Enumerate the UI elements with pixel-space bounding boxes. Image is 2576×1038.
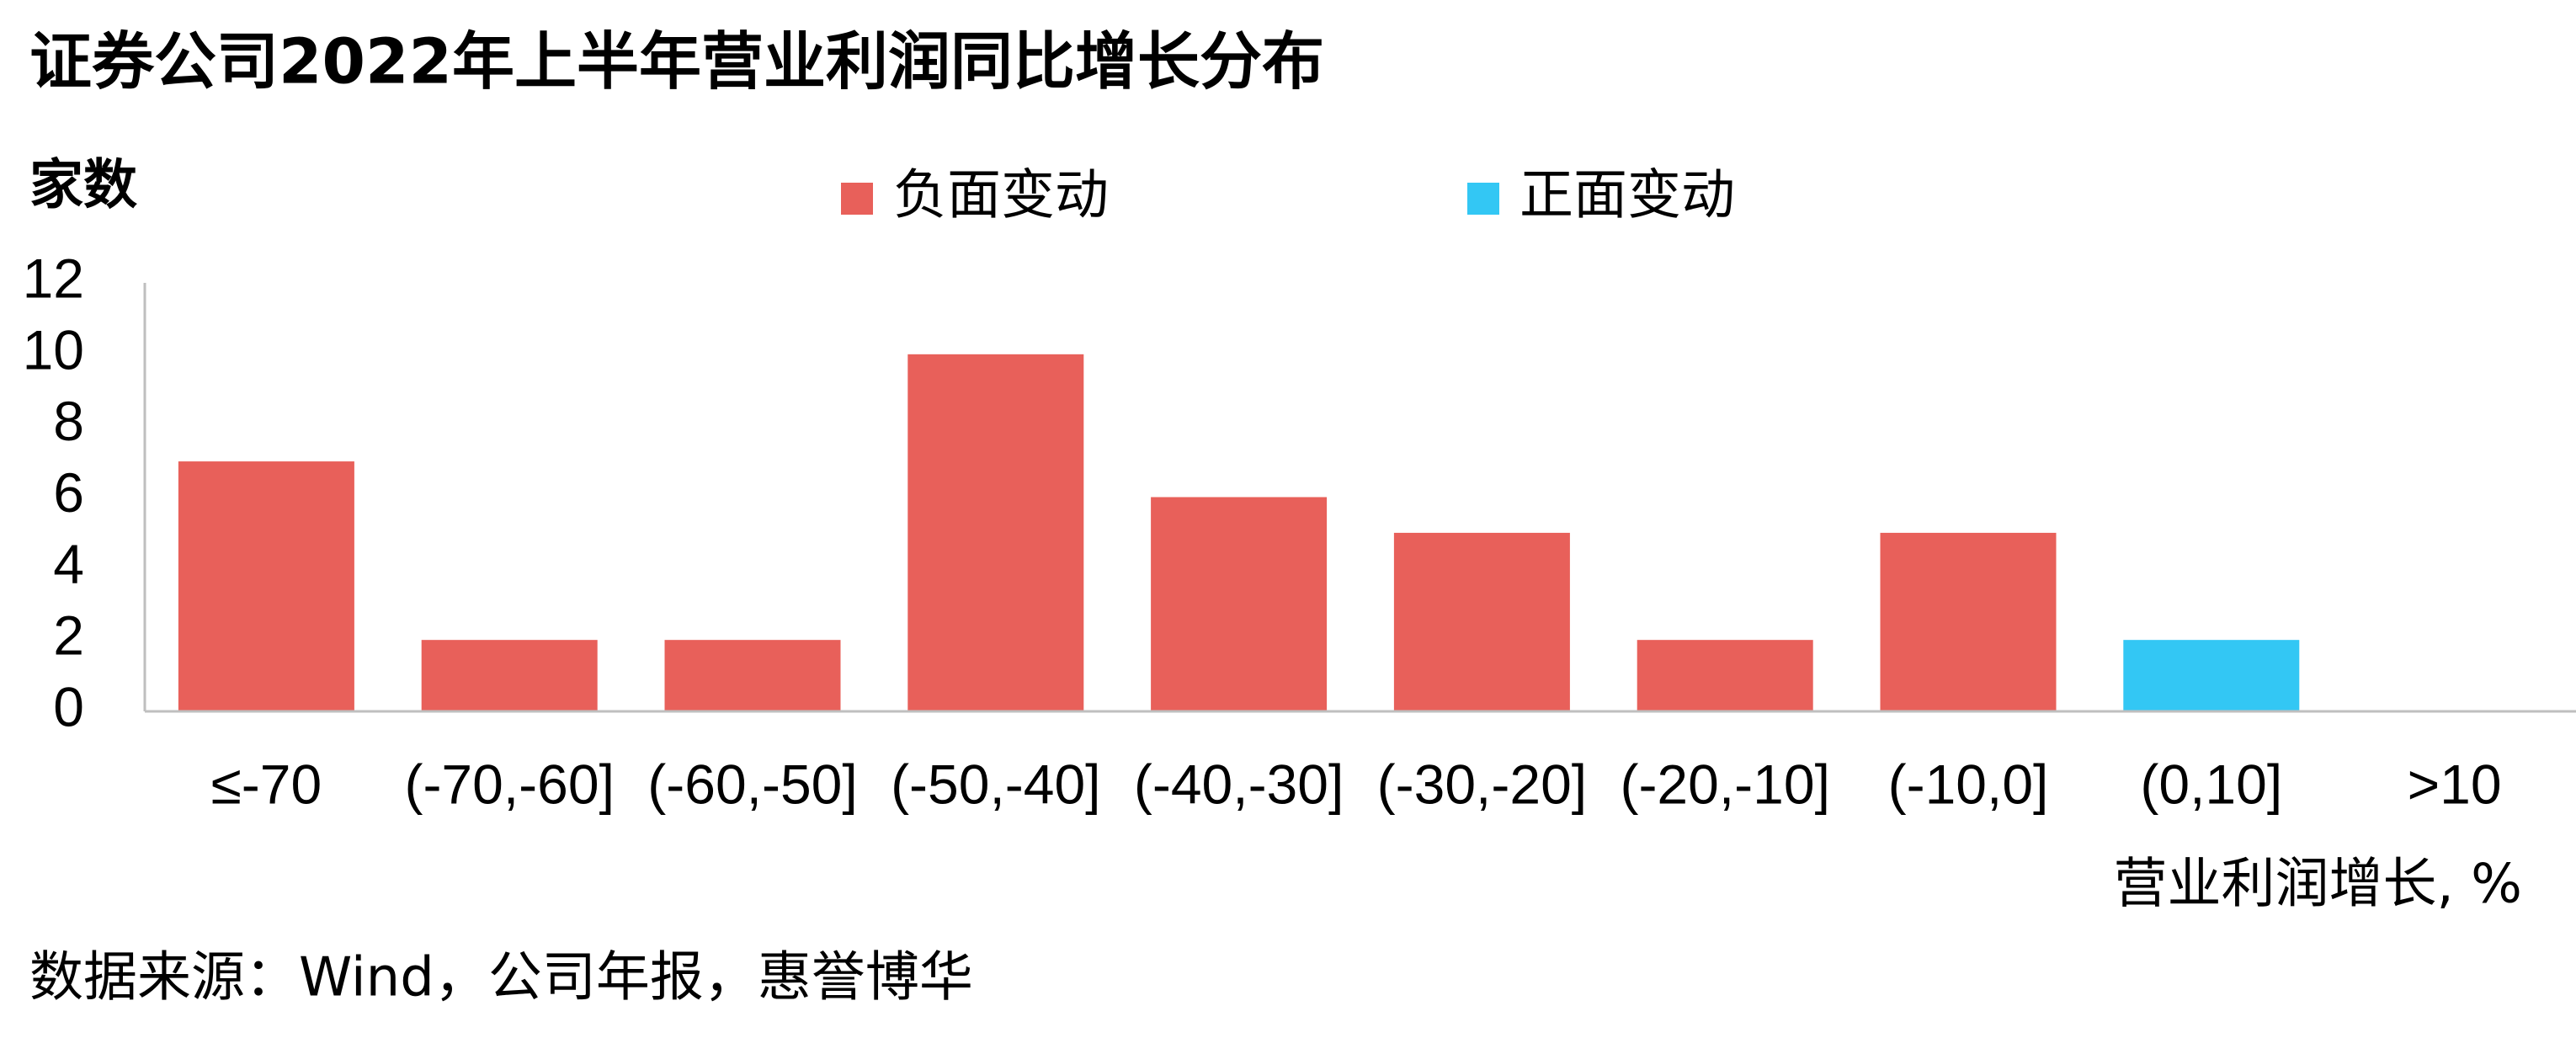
bar [421, 640, 598, 711]
x-tick-label: ≤-70 [211, 753, 322, 815]
legend-label: 负面变动 [893, 165, 1109, 227]
bar [1637, 640, 1813, 711]
bar [1151, 497, 1328, 711]
y-tick-label: 0 [53, 675, 84, 737]
x-tick-label: (-20,-10] [1620, 753, 1829, 815]
y-tick-label: 4 [53, 533, 84, 595]
x-tick-label: >10 [2408, 753, 2502, 815]
x-axis-title: 营业利润增长, % [2114, 854, 2523, 916]
bar [664, 640, 841, 711]
y-tick-label: 10 [23, 318, 84, 381]
bar [1393, 532, 1570, 711]
legend-label: 正面变动 [1520, 165, 1735, 227]
y-axis-title: 家数 [29, 155, 137, 217]
x-tick-label: (-60,-50] [647, 753, 857, 815]
bar [178, 461, 354, 711]
x-tick-label: (-70,-60] [404, 753, 614, 815]
x-tick-label: (-30,-20] [1377, 753, 1587, 815]
x-tick-label: (-40,-30] [1134, 753, 1344, 815]
bar [1880, 532, 2057, 711]
x-tick-label: (-50,-40] [891, 753, 1100, 815]
legend-swatch [1467, 183, 1499, 215]
y-tick-label: 12 [23, 247, 84, 309]
y-tick-label: 2 [53, 604, 84, 667]
y-tick-label: 8 [53, 390, 84, 452]
y-tick-label: 6 [53, 461, 84, 524]
x-tick-label: (0,10] [2140, 753, 2282, 815]
x-tick-label: (-10,0] [1888, 753, 2049, 815]
source-note: 数据来源：Wind，公司年报，惠誉博华 [29, 947, 973, 1009]
legend-swatch [841, 183, 873, 215]
bar [2123, 640, 2300, 711]
bar [907, 354, 1084, 711]
chart-title: 证券公司2022年上半年营业利润同比增长分布 [29, 26, 1324, 98]
